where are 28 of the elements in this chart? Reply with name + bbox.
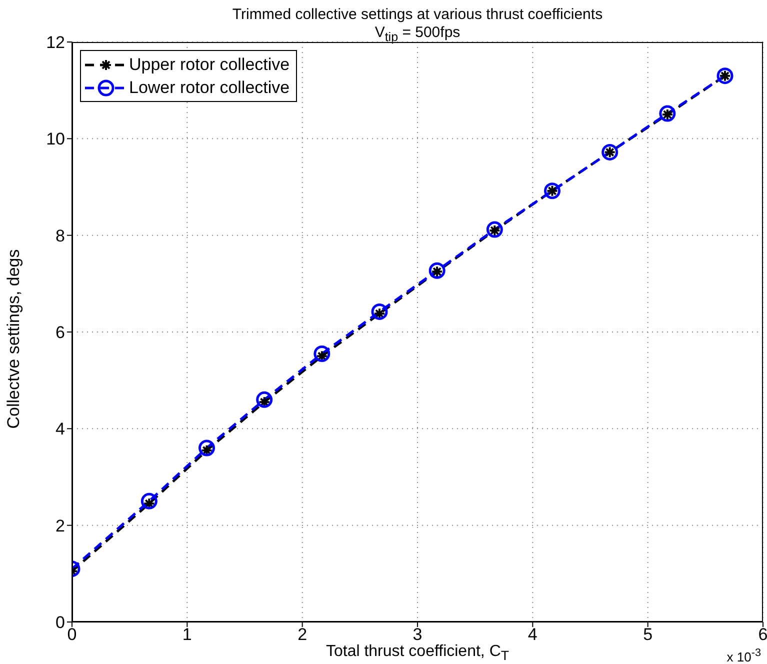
x-tick-label: 6 [758, 625, 767, 644]
x-axis-title: Total thrust coefficient, C$_{T}$ [326, 643, 510, 664]
point [198, 440, 215, 456]
text: x 10$^{-3}$ [726, 646, 761, 664]
point [486, 221, 503, 238]
point [256, 391, 273, 408]
y-tick-label: 4 [56, 420, 65, 439]
y-tick-label: 10 [46, 130, 65, 149]
y-tick-label: 8 [56, 226, 65, 246]
point [140, 492, 158, 510]
x-tick-label: 1 [182, 625, 192, 644]
point [314, 346, 330, 362]
y-tick-label: 2 [56, 516, 65, 536]
point [428, 262, 446, 279]
legend-label: Lower rotor collective [129, 78, 290, 98]
x-tick-label: 2 [298, 625, 308, 644]
chart-subtitle: V$_{tip}$ = 500fps [374, 24, 462, 46]
x-tick-label: 4 [528, 625, 538, 644]
point [371, 303, 388, 320]
chart-title: Trimmed collective settings at various thrust coefficients [231, 6, 604, 24]
point [659, 105, 676, 122]
y-tick-label: 6 [56, 323, 65, 342]
y-tick-label: 0 [56, 613, 65, 632]
y-axis-title: Collectve settings, degs [4, 249, 23, 429]
legend-label: Upper rotor collective [129, 54, 290, 74]
x-tick-label: 3 [412, 625, 422, 644]
x-tick-label: 5 [643, 625, 653, 644]
y-tick-label: 12 [46, 33, 65, 52]
